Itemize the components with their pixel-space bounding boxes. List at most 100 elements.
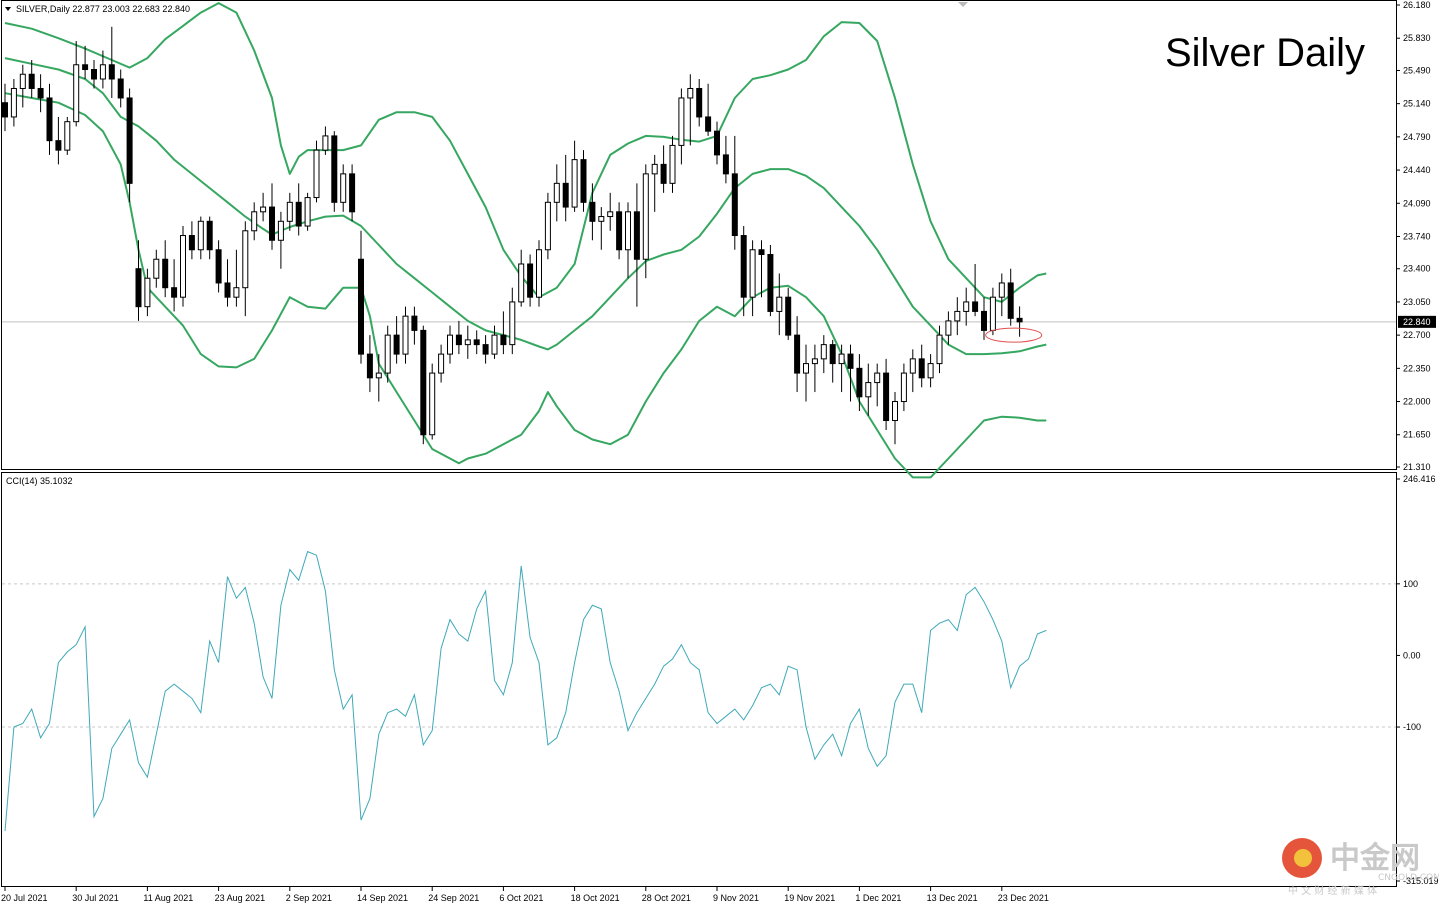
candle-body-up xyxy=(233,287,240,298)
candle-body-up xyxy=(909,358,916,374)
candle xyxy=(411,306,418,345)
highlight-ellipse xyxy=(985,327,1043,343)
candle-body-down xyxy=(527,263,534,298)
candle xyxy=(758,240,765,298)
candle-body-down xyxy=(188,235,195,251)
candle xyxy=(304,192,311,231)
candle-body-down xyxy=(767,253,774,312)
time-tick-label: 2 Sep 2021 xyxy=(286,893,332,903)
time-tick-label: 1 Dec 2021 xyxy=(855,893,901,903)
candle xyxy=(482,335,489,364)
candle-body-up xyxy=(438,353,445,374)
candle xyxy=(197,216,204,260)
candle xyxy=(188,221,195,260)
candle xyxy=(998,273,1005,317)
candle xyxy=(233,249,240,307)
candle xyxy=(794,316,801,393)
candle xyxy=(500,311,507,355)
time-tick-label: 14 Sep 2021 xyxy=(357,893,408,903)
candle xyxy=(803,344,809,402)
candle-body-down xyxy=(171,287,178,298)
candle xyxy=(785,287,792,340)
candle xyxy=(571,140,578,212)
candle-body-down xyxy=(1016,317,1023,323)
cci-tick-label: 100 xyxy=(1403,579,1418,589)
candle-body-up xyxy=(989,296,996,331)
candle xyxy=(1016,306,1023,337)
candle-body-up xyxy=(687,87,694,99)
candle-body-up xyxy=(820,344,827,360)
candle xyxy=(340,164,347,212)
candle xyxy=(55,116,62,165)
candle xyxy=(981,297,987,340)
candle xyxy=(963,287,970,326)
price-axis: 26.180 25.830 25.490 25.140 24.790 24.440 24.0… xyxy=(1396,0,1436,472)
candle-body-down xyxy=(358,258,364,355)
candle xyxy=(260,192,267,222)
candle xyxy=(447,325,453,364)
dropdown-triangle-icon[interactable] xyxy=(5,7,11,11)
candle-body-up xyxy=(945,320,952,336)
price-tick-label: 25.830 xyxy=(1403,33,1431,43)
candle-body-down xyxy=(856,367,863,398)
candle xyxy=(473,330,480,355)
candle-body-down xyxy=(215,249,222,284)
candle-body-down xyxy=(46,97,53,142)
candle-body-down xyxy=(696,87,703,118)
candle-body-up xyxy=(900,372,907,403)
candle xyxy=(678,88,685,165)
candle-body-down xyxy=(455,334,462,346)
candle-body-down xyxy=(883,372,890,422)
candle-body-up xyxy=(954,310,961,322)
candle-body-up xyxy=(286,201,293,222)
bollinger-middle xyxy=(4,57,1047,356)
candle xyxy=(286,192,293,231)
candle xyxy=(945,311,952,345)
candle-body-down xyxy=(740,235,747,298)
candle xyxy=(269,183,275,250)
candle xyxy=(722,135,729,184)
price-tick-label: 21.310 xyxy=(1403,462,1431,472)
candle-body-up xyxy=(64,121,71,151)
candle-body-up xyxy=(571,159,578,208)
candle-body-up xyxy=(99,64,106,80)
candle xyxy=(10,78,17,127)
candle xyxy=(162,240,169,298)
candle xyxy=(91,60,97,89)
price-tick-label: 22.350 xyxy=(1403,363,1431,373)
candle xyxy=(714,121,720,165)
candle xyxy=(589,183,596,241)
candle xyxy=(749,240,756,317)
candle xyxy=(46,83,53,155)
candle-body-down xyxy=(918,358,925,379)
candle xyxy=(936,325,943,374)
candle-body-up xyxy=(340,173,347,203)
candle-body-down xyxy=(714,130,720,156)
collapse-triangle-icon[interactable] xyxy=(958,2,968,7)
cci-tick-label: 246.416 xyxy=(1403,474,1436,484)
cci-label: CCI(14) 35.1032 xyxy=(6,476,73,486)
candle-body-down xyxy=(28,73,35,89)
candle xyxy=(642,164,649,279)
candle xyxy=(651,154,658,212)
candle-body-down xyxy=(295,201,302,227)
time-tick-label: 30 Jul 2021 xyxy=(72,893,119,903)
candle xyxy=(2,83,8,132)
candle-body-down xyxy=(705,116,712,132)
candle-body-up xyxy=(749,249,756,298)
candle-body-up xyxy=(678,97,685,146)
candle xyxy=(838,344,845,393)
candle xyxy=(607,192,614,231)
candle xyxy=(73,41,80,127)
candle xyxy=(384,325,391,383)
candle-body-up xyxy=(304,197,311,227)
candle-body-up xyxy=(963,301,970,312)
candle xyxy=(117,69,124,108)
candle xyxy=(669,135,676,193)
candle-body-down xyxy=(580,159,587,203)
candle xyxy=(322,126,329,155)
candle-body-down xyxy=(126,97,133,184)
candle xyxy=(847,344,854,402)
candle xyxy=(144,268,151,317)
candle xyxy=(215,240,222,293)
